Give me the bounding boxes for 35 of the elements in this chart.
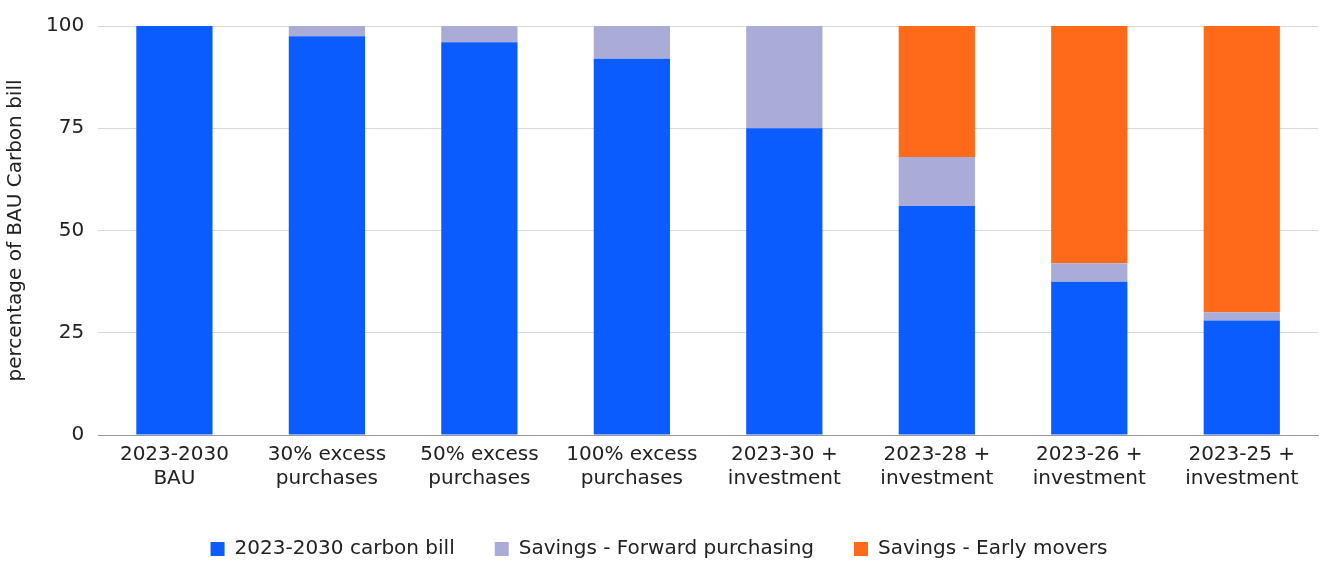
bar [441,26,518,43]
bar [441,42,518,435]
x-tick-label: 50% excess purchases [420,441,539,490]
y-tick-label: 25 [58,318,85,343]
x-tick-label: 100% excess purchases [566,441,698,490]
y-tick-label: 0 [71,421,85,446]
legend-label: Savings - Forward purchasing [518,535,815,560]
bar [746,128,823,435]
bar [1203,312,1280,321]
bar [898,205,975,435]
x-tick-label: 30% excess purchases [267,441,387,490]
bar [1051,281,1128,435]
bar [288,26,366,37]
y-axis-title: percentage of BAU Carbon bill [2,79,27,382]
x-tick-label: 2023-2030 BAU [119,441,229,490]
bar [1203,26,1280,313]
y-tick-label: 100 [45,12,85,37]
y-tick-label: 75 [58,114,85,139]
y-tick-label: 50 [58,216,85,241]
bar [746,26,823,129]
x-tick-label: 2023-26 + investment [1032,441,1146,490]
x-tick-label: 2023-28 + investment [880,441,994,490]
bar [136,26,213,435]
legend-label: Savings - Early movers [878,535,1108,560]
bar [1051,263,1128,282]
x-tick-label: 2023-25 + investment [1185,441,1299,490]
bar [898,26,975,157]
bar [593,26,670,59]
bar [1051,26,1128,264]
bar [288,36,366,435]
bar [1203,320,1280,435]
legend-label: 2023-2030 carbon bill [234,535,455,560]
bar [593,58,670,435]
x-tick-label: 2023-30 + investment [727,441,841,490]
bar [898,156,975,206]
